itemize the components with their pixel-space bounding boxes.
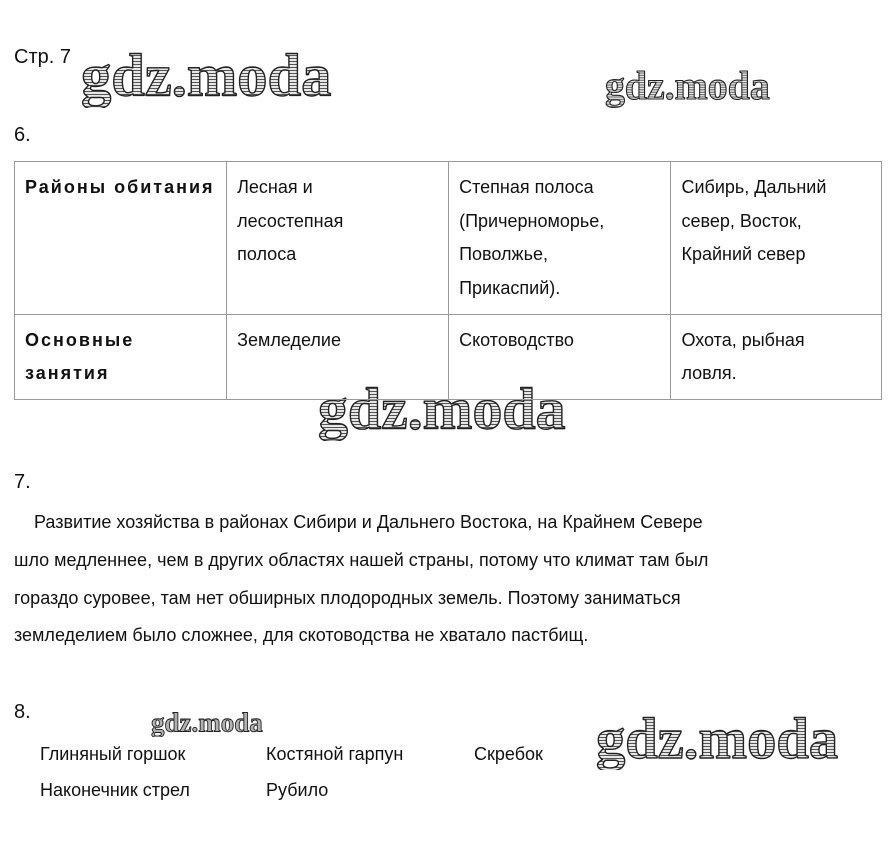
svg-text:gdz.moda: gdz.moda: [605, 67, 770, 108]
svg-text:gdz.moda: gdz.moda: [151, 711, 263, 737]
svg-text:gdz.moda: gdz.moda: [596, 715, 838, 770]
svg-text:gdz.moda: gdz.moda: [81, 51, 331, 108]
